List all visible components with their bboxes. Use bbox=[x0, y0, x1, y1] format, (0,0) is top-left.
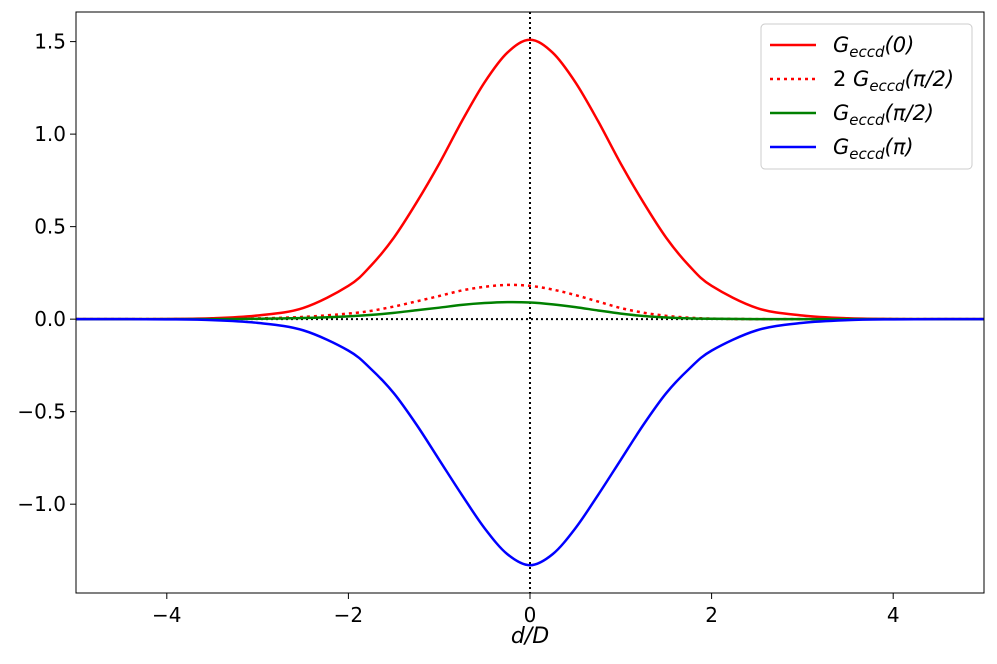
series-line-4 bbox=[75, 317, 985, 567]
x-axis: −4 −2 0 2 4 bbox=[152, 593, 900, 627]
legend-entry: 2 Geccd(π/2) bbox=[833, 67, 954, 95]
x-tick-label: 4 bbox=[887, 603, 900, 627]
x-tick-label: −4 bbox=[152, 603, 181, 627]
y-tick-label: −0.5 bbox=[17, 400, 66, 424]
legend-box bbox=[760, 23, 973, 170]
series-layer bbox=[75, 38, 985, 567]
legend-entry: Geccd(0) bbox=[833, 33, 914, 61]
y-tick-label: 1.5 bbox=[34, 30, 66, 54]
x-tick-label: 2 bbox=[705, 603, 718, 627]
y-tick-label: 0.5 bbox=[34, 215, 66, 239]
y-tick-label: 1.0 bbox=[34, 122, 66, 146]
y-tick-label: −1.0 bbox=[17, 492, 66, 516]
legend-entry: Geccd(π/2) bbox=[833, 101, 934, 129]
series-line-3 bbox=[76, 300, 984, 321]
x-axis-label: d/D bbox=[511, 624, 549, 649]
legend: Geccd(0) 2 Geccd(π/2) Geccd(π/2) Geccd(π) bbox=[760, 23, 973, 170]
legend-entry: Geccd(π) bbox=[833, 135, 914, 163]
series-line-1 bbox=[75, 38, 985, 321]
y-axis: −1.0 −0.5 0.0 0.5 1.0 1.5 bbox=[17, 30, 76, 516]
x-tick-label: 0 bbox=[524, 603, 537, 627]
x-tick-label: −2 bbox=[334, 603, 363, 627]
y-tick-label: 0.0 bbox=[34, 307, 66, 331]
